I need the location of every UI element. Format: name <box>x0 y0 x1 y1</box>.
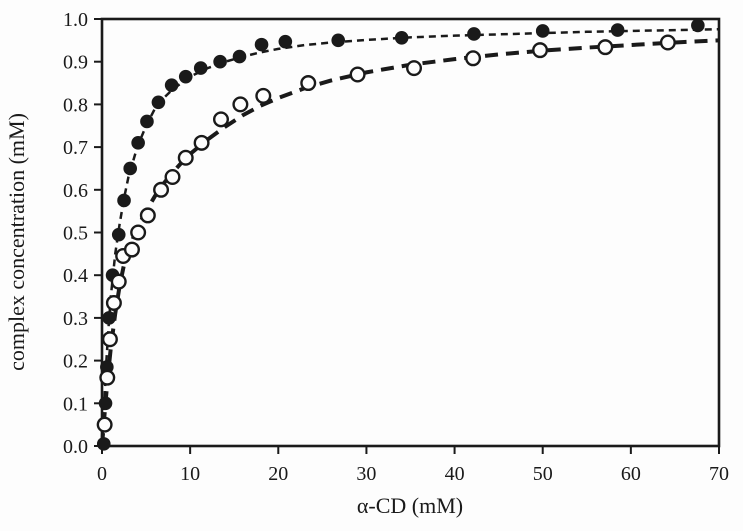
x-axis-label: α-CD (mM) <box>357 493 463 518</box>
open-circle-marker <box>255 87 272 104</box>
filled-circle-marker <box>691 18 705 33</box>
open-circle-marker <box>212 111 229 128</box>
x-tick-label: 30 <box>356 463 376 485</box>
x-tick-label: 10 <box>180 463 200 485</box>
open-circle-marker <box>659 34 676 51</box>
filled-circle-marker <box>213 54 227 69</box>
x-tick-label: 0 <box>97 463 107 485</box>
filled-circle-marker <box>331 33 346 48</box>
open-circle-marker <box>532 42 549 59</box>
filled-circle-marker <box>131 136 145 150</box>
fit-curve-short-dash <box>100 27 720 447</box>
x-tick-label: 60 <box>621 463 641 485</box>
open-circle-marker <box>177 149 194 166</box>
y-tick-label: 0.8 <box>63 94 88 116</box>
filled-circle-marker <box>102 311 116 325</box>
filled-circle-marker <box>467 27 481 41</box>
y-tick-label: 0.2 <box>63 351 88 373</box>
y-axis-ticks: 0.0 0.1 0.2 0.3 0.4 0.5 0.6 0.7 0.8 0.9 1.0 <box>63 9 102 458</box>
fit-curves <box>100 27 720 447</box>
y-tick-label: 0.7 <box>63 137 88 159</box>
filled-circle-marker <box>140 114 154 129</box>
open-circle-marker <box>300 75 317 92</box>
x-tick-label: 50 <box>533 463 553 485</box>
y-tick-label: 0.9 <box>63 52 88 74</box>
filled-circle-marker <box>151 95 166 110</box>
y-tick-label: 0.6 <box>63 180 88 202</box>
y-tick-label: 0.3 <box>63 308 88 330</box>
open-circle-marker <box>139 207 156 224</box>
fit-curve-long-dash <box>100 38 720 447</box>
open-circle-marker <box>232 96 249 113</box>
y-tick-label: 0.1 <box>63 393 88 415</box>
x-tick-label: 40 <box>445 463 465 485</box>
open-circle-marker <box>123 241 140 258</box>
open-circle-marker <box>153 181 170 198</box>
y-tick-label: 0.0 <box>63 436 88 458</box>
x-axis-ticks: 0 10 20 30 40 50 60 70 <box>97 446 729 485</box>
open-circle-marker <box>96 416 113 433</box>
open-circle-marker <box>99 369 116 386</box>
open-circle-marker <box>193 134 210 151</box>
filled-circle-marker <box>232 49 247 64</box>
x-tick-label: 70 <box>709 463 729 485</box>
y-tick-label: 0.5 <box>63 223 88 245</box>
filled-circle-marker <box>96 437 111 451</box>
filled-circle-marker <box>193 61 208 75</box>
filled-circle-marker <box>610 23 625 37</box>
filled-circle-marker <box>278 34 293 49</box>
filled-circle-marker <box>178 69 193 84</box>
y-tick-label: 0.4 <box>63 265 88 287</box>
filled-circle-marker <box>98 396 113 411</box>
filled-circle-marker <box>535 24 550 38</box>
x-tick-label: 20 <box>268 463 288 485</box>
open-circle-marker <box>110 273 127 290</box>
filled-circle-marker <box>254 37 269 52</box>
plot-border <box>100 17 721 448</box>
filled-circle-marker <box>123 161 138 176</box>
open-circle-marker <box>597 39 614 56</box>
open-circle-marker <box>406 60 423 77</box>
open-circle-marker <box>130 224 147 241</box>
open-circle-marker <box>349 66 366 83</box>
y-axis-label: complex concentration (mM) <box>4 113 29 371</box>
open-circle-marker <box>105 294 122 311</box>
open-circle-marker <box>101 331 118 348</box>
open-circle-marker <box>465 50 482 67</box>
filled-circle-marker <box>117 193 131 208</box>
filled-circle-marker <box>164 78 179 92</box>
y-tick-label: 1.0 <box>63 9 88 31</box>
filled-circle-marker <box>394 30 409 45</box>
open-circle-marker <box>164 168 181 185</box>
filled-circle-marker <box>111 227 126 242</box>
data-points <box>96 18 705 451</box>
